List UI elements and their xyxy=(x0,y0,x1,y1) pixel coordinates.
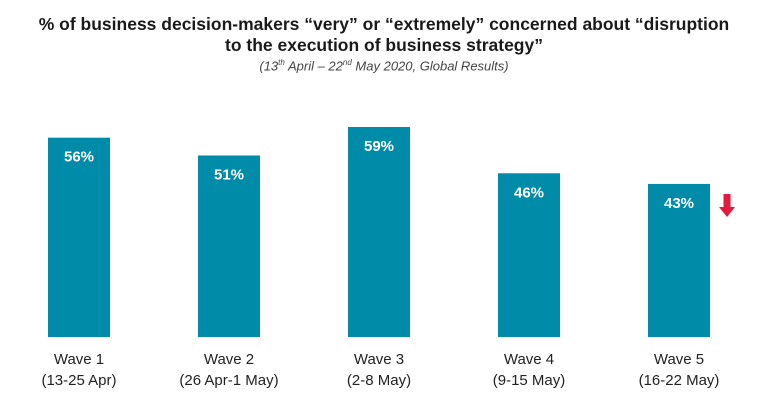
bar-wave-3 xyxy=(348,127,410,337)
data-label: 59% xyxy=(364,138,394,155)
data-label: 51% xyxy=(214,166,244,183)
category-label: Wave 4 xyxy=(504,351,554,368)
category-date-range: (26 Apr-1 May) xyxy=(179,372,278,389)
subtitle-superscript: th xyxy=(278,58,285,67)
bar-wave-5 xyxy=(648,183,710,337)
chart-title-line-2: to the execution of business strategy” xyxy=(225,35,543,55)
down-arrow-icon xyxy=(719,193,735,217)
chart-subtitle: (13th April – 22nd May 2020, Global Resu… xyxy=(0,58,768,73)
bar-wave-1 xyxy=(48,137,110,337)
data-label: 56% xyxy=(64,149,94,166)
category-label: Wave 5 xyxy=(654,351,704,368)
data-label: 46% xyxy=(514,184,544,201)
category-label: Wave 2 xyxy=(204,351,254,368)
subtitle-part: April – 22 xyxy=(284,58,343,74)
bar-wave-4 xyxy=(498,173,560,337)
subtitle-part: May 2020, Global Results) xyxy=(351,58,509,74)
bar-wave-2 xyxy=(198,155,260,337)
subtitle-part: (13 xyxy=(259,58,279,74)
subtitle-superscript: nd xyxy=(342,58,352,67)
category-date-range: (16-22 May) xyxy=(639,372,720,389)
chart-title: % of business decision-makers “very” or … xyxy=(0,14,768,56)
category-label: Wave 1 xyxy=(54,351,104,368)
data-label: 43% xyxy=(664,195,694,212)
category-date-range: (9-15 May) xyxy=(493,372,566,389)
chart-title-line-1: % of business decision-makers “very” or … xyxy=(38,14,730,34)
category-date-range: (2-8 May) xyxy=(347,372,411,389)
category-label: Wave 3 xyxy=(354,351,404,368)
category-date-range: (13-25 Apr) xyxy=(41,372,116,389)
